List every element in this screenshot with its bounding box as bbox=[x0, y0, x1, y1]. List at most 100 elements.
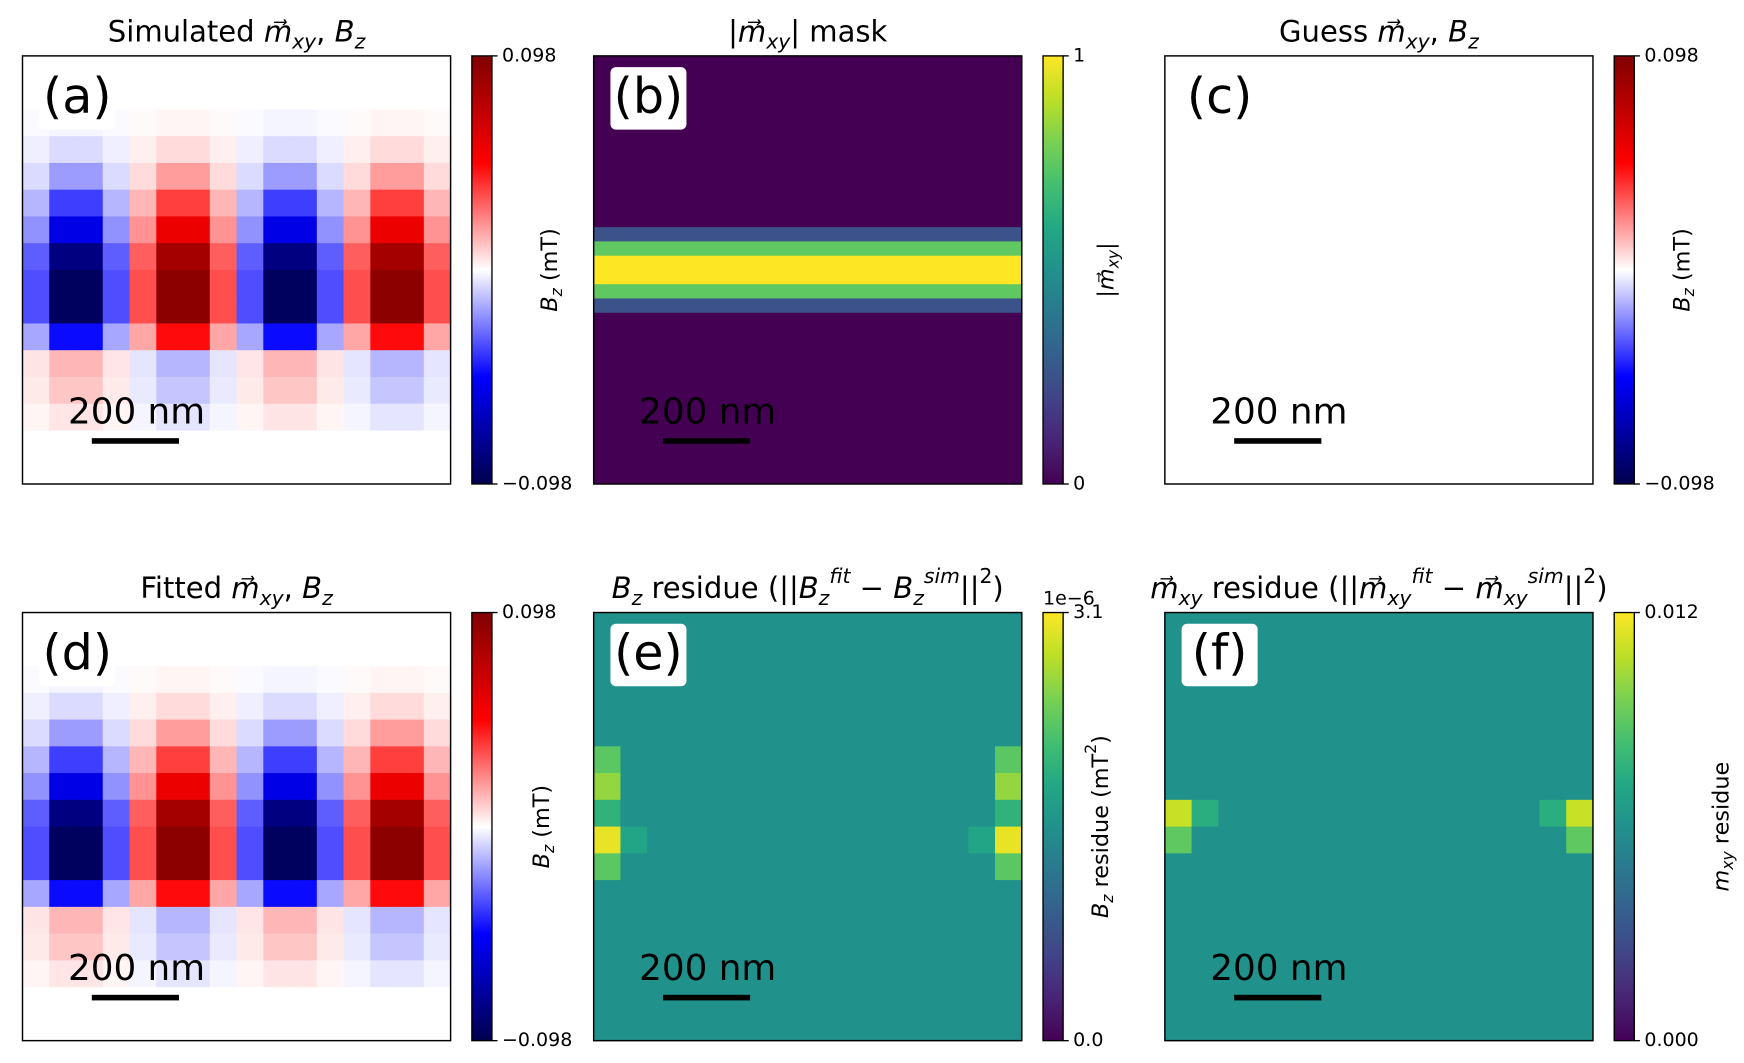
heatmap-cell bbox=[1164, 853, 1193, 881]
heatmap-cell bbox=[941, 746, 969, 774]
heatmap-cell bbox=[593, 692, 621, 721]
heatmap-cell bbox=[700, 773, 729, 801]
heatmap-cell bbox=[263, 799, 291, 828]
heatmap-cell bbox=[941, 853, 969, 881]
heatmap-cell bbox=[1485, 612, 1514, 640]
heatmap-cell bbox=[1164, 719, 1193, 747]
heatmap-cell bbox=[209, 960, 238, 988]
heatmap-cell bbox=[1539, 880, 1567, 908]
heatmap-cell bbox=[290, 987, 318, 1015]
heatmap-cell bbox=[1485, 960, 1514, 988]
heatmap-cell bbox=[968, 639, 996, 667]
heatmap-cell bbox=[620, 853, 648, 881]
heatmap-cell bbox=[129, 666, 157, 694]
heatmap-cell bbox=[593, 98, 1023, 114]
heatmap-cell bbox=[102, 430, 131, 458]
heatmap-cell bbox=[807, 960, 836, 988]
heatmap-cell bbox=[1539, 612, 1567, 640]
heatmap-cell bbox=[1459, 773, 1487, 801]
heatmap-cell bbox=[968, 987, 996, 1015]
heatmap-cell bbox=[49, 746, 77, 774]
heatmap-cell bbox=[156, 853, 184, 881]
heatmap-cell bbox=[370, 430, 398, 458]
heatmap-cell bbox=[593, 719, 621, 747]
heatmap-cell bbox=[1245, 799, 1273, 828]
heatmap-cell bbox=[76, 853, 104, 881]
heatmap-cell bbox=[1218, 880, 1246, 908]
heatmap-cell bbox=[76, 1013, 104, 1042]
heatmap-cell bbox=[423, 612, 452, 640]
heatmap-cell bbox=[1218, 906, 1246, 935]
heatmap-cell bbox=[834, 799, 862, 828]
heatmap-cell bbox=[727, 880, 755, 908]
heatmap-cell bbox=[593, 170, 1023, 185]
heatmap-cell bbox=[807, 987, 836, 1015]
heatmap-cell bbox=[780, 880, 809, 908]
heatmap-cell bbox=[22, 719, 50, 747]
heatmap-cell bbox=[834, 960, 862, 988]
heatmap-cell bbox=[754, 639, 782, 667]
heatmap-cell bbox=[593, 198, 1023, 214]
heatmap-cell bbox=[1485, 692, 1514, 721]
heatmap-cell bbox=[209, 323, 238, 351]
heatmap-cell bbox=[370, 269, 398, 298]
heatmap-cell bbox=[370, 189, 398, 217]
heatmap-cell bbox=[316, 1013, 345, 1042]
heatmap-cell bbox=[834, 639, 862, 667]
heatmap-cell bbox=[76, 430, 104, 458]
heatmap-cell bbox=[49, 853, 77, 881]
heatmap-cell bbox=[1485, 719, 1514, 747]
text-segment: sim bbox=[924, 564, 960, 588]
heatmap-cell bbox=[968, 719, 996, 747]
heatmap-cell bbox=[316, 189, 345, 217]
heatmap-cell bbox=[263, 987, 291, 1015]
heatmap-cell bbox=[22, 1013, 50, 1042]
heatmap-cell bbox=[1164, 906, 1193, 935]
colorbar-tick-label: 1 bbox=[1073, 44, 1085, 66]
heatmap-cell bbox=[423, 136, 452, 164]
heatmap-cell bbox=[423, 376, 452, 405]
heatmap-cell bbox=[647, 746, 675, 774]
heatmap-cell bbox=[1298, 960, 1326, 988]
heatmap-cell bbox=[754, 987, 782, 1015]
heatmap-cell bbox=[290, 457, 318, 485]
heatmap-cell bbox=[968, 933, 996, 961]
heatmap-cell bbox=[1566, 719, 1594, 747]
panel-letter: (c) bbox=[1187, 67, 1252, 125]
heatmap-cell bbox=[914, 853, 943, 881]
heatmap-cell bbox=[102, 773, 131, 801]
text-segment: m⃗ bbox=[231, 571, 259, 605]
heatmap-cell bbox=[620, 719, 648, 747]
heatmap-cell bbox=[807, 933, 836, 961]
heatmap-cell bbox=[156, 692, 184, 721]
heatmap-cell bbox=[129, 243, 157, 271]
heatmap-cell bbox=[102, 933, 131, 961]
heatmap-cell bbox=[209, 987, 238, 1015]
heatmap-cell bbox=[290, 189, 318, 217]
heatmap-cell bbox=[754, 826, 782, 854]
heatmap-cell bbox=[370, 376, 398, 405]
heatmap-cell bbox=[1352, 719, 1380, 747]
heatmap-cell bbox=[1298, 746, 1326, 774]
heatmap-cell bbox=[673, 799, 702, 828]
heatmap-cell bbox=[370, 853, 398, 881]
heatmap-cell bbox=[1459, 960, 1487, 988]
heatmap-cell bbox=[290, 746, 318, 774]
colorbar-offset: 1e−6 bbox=[1043, 588, 1095, 610]
heatmap-cell bbox=[968, 799, 996, 828]
heatmap-cell bbox=[102, 799, 131, 828]
heatmap-cell bbox=[861, 666, 889, 694]
heatmap-cell bbox=[397, 719, 425, 747]
heatmap-cell bbox=[129, 799, 157, 828]
heatmap-cell bbox=[129, 376, 157, 405]
heatmap-cell bbox=[700, 960, 729, 988]
heatmap-cell bbox=[1245, 692, 1273, 721]
heatmap-cell bbox=[183, 933, 211, 961]
heatmap-cell bbox=[156, 933, 184, 961]
heatmap-cell bbox=[397, 612, 425, 640]
heatmap-cell bbox=[593, 227, 1023, 242]
heatmap-cell bbox=[1218, 719, 1246, 747]
heatmap-cell bbox=[673, 853, 702, 881]
heatmap-cell bbox=[593, 826, 621, 854]
heatmap-cell bbox=[209, 162, 238, 191]
